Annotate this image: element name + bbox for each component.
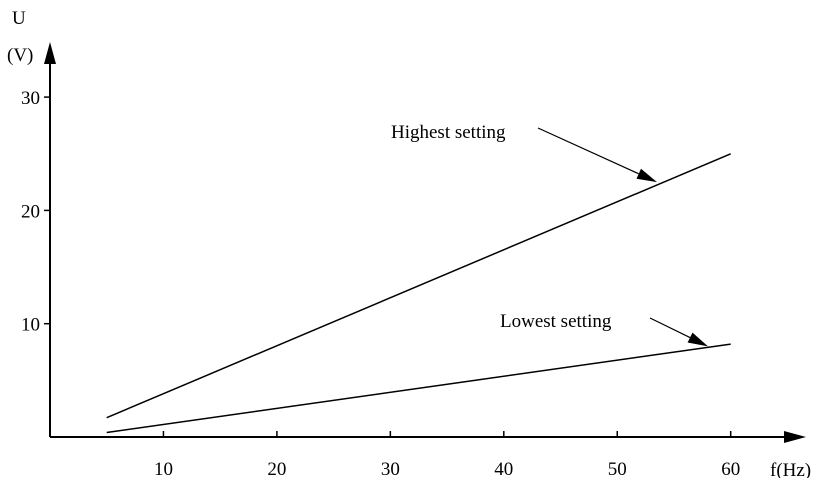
y-axis-label-line1: U — [12, 8, 26, 29]
x-ticks: 10 20 30 40 50 60 — [154, 431, 740, 478]
y-axis-label-line2: (V) — [7, 45, 33, 66]
annotation-leader-line — [649, 317, 691, 339]
x-axis-label: f(Hz) — [770, 460, 811, 478]
annotation-label-lowest-setting: Lowest setting — [500, 311, 612, 332]
series — [106, 153, 731, 434]
series-line-highest-setting — [106, 153, 731, 419]
annotation-leader-line — [537, 127, 639, 175]
x-tick-label: 60 — [721, 459, 740, 478]
x-tick-label: 20 — [267, 459, 286, 478]
axes — [44, 42, 806, 443]
x-tick-label: 10 — [154, 459, 173, 478]
x-tick-label: 30 — [381, 459, 400, 478]
y-tick-label: 30 — [21, 88, 40, 109]
annotations: Highest setting Lowest setting — [391, 122, 708, 347]
series-line-lowest-setting — [106, 343, 731, 434]
y-tick-label: 10 — [21, 315, 40, 336]
x-tick-label: 40 — [494, 459, 513, 478]
annotation-arrowhead — [687, 332, 708, 347]
y-tick-label: 20 — [21, 201, 40, 222]
y-axis-arrowhead — [44, 42, 56, 64]
annotation-arrowhead — [636, 168, 657, 183]
x-axis-arrowhead — [784, 431, 806, 443]
x-tick-label: 50 — [608, 459, 627, 478]
y-ticks: 10 20 30 — [21, 88, 50, 336]
annotation-label-highest-setting: Highest setting — [391, 122, 506, 143]
